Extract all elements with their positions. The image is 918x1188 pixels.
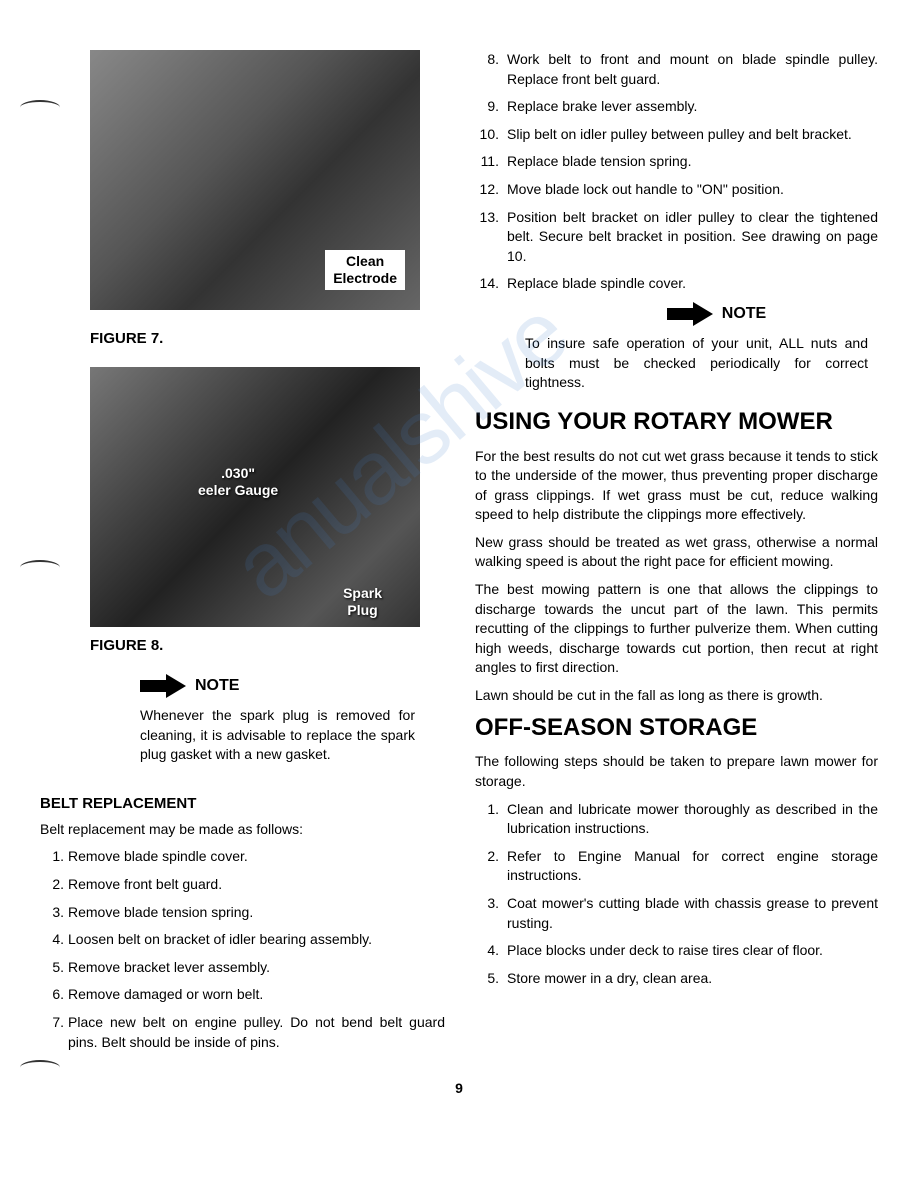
storage-intro: The following steps should be taken to p…: [475, 752, 878, 791]
list-item-text: Work belt to front and mount on blade sp…: [507, 51, 878, 87]
list-item: 6.Remove damaged or worn belt.: [40, 985, 445, 1005]
note-right-text: To insure safe operation of your unit, A…: [525, 334, 868, 393]
list-item: 5.Store mower in a dry, clean area.: [475, 969, 878, 989]
right-column: 8.Work belt to front and mount on blade …: [475, 50, 878, 1060]
list-item-text: Place new belt on engine pulley. Do not …: [68, 1014, 445, 1050]
list-item: 9.Replace brake lever assembly.: [475, 97, 878, 117]
list-item-text: Slip belt on idler pulley between pulley…: [507, 126, 852, 142]
list-item: 1.Clean and lubricate mower thoroughly a…: [475, 800, 878, 839]
list-item: 2.Remove front belt guard.: [40, 875, 445, 895]
belt-replacement-list: 1.Remove blade spindle cover. 2.Remove f…: [40, 847, 445, 1052]
rotary-mower-heading: USING YOUR ROTARY MOWER: [475, 408, 878, 437]
binding-mark: [20, 1060, 60, 1075]
page-container: Clean Electrode FIGURE 7. .030" eeler Ga…: [40, 50, 878, 1060]
list-item: 8.Work belt to front and mount on blade …: [475, 50, 878, 89]
list-item-text: Loosen belt on bracket of idler bearing …: [68, 931, 372, 947]
list-item: 12.Move blade lock out handle to "ON" po…: [475, 180, 878, 200]
list-item: 13.Position belt bracket on idler pulley…: [475, 208, 878, 267]
list-item: 3.Coat mower's cutting blade with chassi…: [475, 894, 878, 933]
note-left-text: Whenever the spark plug is removed for c…: [140, 706, 415, 765]
figure-7-caption: FIGURE 7.: [90, 330, 445, 347]
note-left: NOTE Whenever the spark plug is removed …: [140, 674, 415, 765]
list-item: 3.Remove blade tension spring.: [40, 903, 445, 923]
note-left-label: NOTE: [195, 677, 239, 695]
note-right: NOTE To insure safe operation of your un…: [525, 302, 868, 393]
page-number: 9: [40, 1080, 878, 1096]
list-item-text: Refer to Engine Manual for correct engin…: [507, 848, 878, 884]
note-left-header: NOTE: [140, 674, 415, 698]
list-item-text: Store mower in a dry, clean area.: [507, 970, 712, 986]
list-item-text: Place blocks under deck to raise tires c…: [507, 942, 823, 958]
list-item: 4.Place blocks under deck to raise tires…: [475, 941, 878, 961]
list-item-text: Remove front belt guard.: [68, 876, 222, 892]
list-item-text: Replace brake lever assembly.: [507, 98, 697, 114]
binding-mark: [20, 560, 60, 575]
list-item-text: Remove blade tension spring.: [68, 904, 253, 920]
figure-7-image: Clean Electrode: [90, 50, 420, 310]
figure-8-caption: FIGURE 8.: [90, 637, 445, 654]
list-item-text: Replace blade spindle cover.: [507, 275, 686, 291]
belt-replacement-list-cont: 8.Work belt to front and mount on blade …: [475, 50, 878, 294]
storage-heading: OFF-SEASON STORAGE: [475, 714, 878, 743]
figure-8-plug-label: Spark Plug: [335, 582, 390, 622]
list-item-text: Remove damaged or worn belt.: [68, 986, 263, 1002]
list-item: 1.Remove blade spindle cover.: [40, 847, 445, 867]
figure-7-label: Clean Electrode: [325, 250, 405, 290]
rotary-mower-p1: For the best results do not cut wet gras…: [475, 447, 878, 525]
storage-list: 1.Clean and lubricate mower thoroughly a…: [475, 800, 878, 989]
list-item: 7.Place new belt on engine pulley. Do no…: [40, 1013, 445, 1052]
belt-replacement-heading: BELT REPLACEMENT: [40, 795, 445, 812]
list-item: 2.Refer to Engine Manual for correct eng…: [475, 847, 878, 886]
list-item: 11.Replace blade tension spring.: [475, 152, 878, 172]
list-item-text: Position belt bracket on idler pulley to…: [507, 209, 878, 264]
list-item: 4.Loosen belt on bracket of idler bearin…: [40, 930, 445, 950]
list-item-text: Coat mower's cutting blade with chassis …: [507, 895, 878, 931]
list-item-text: Move blade lock out handle to "ON" posit…: [507, 181, 784, 197]
rotary-mower-p2: New grass should be treated as wet grass…: [475, 533, 878, 572]
note-right-header: NOTE: [565, 302, 868, 326]
figure-8-gauge-label: .030" eeler Gauge: [190, 462, 286, 502]
list-item-text: Remove bracket lever assembly.: [68, 959, 270, 975]
list-item-text: Clean and lubricate mower thoroughly as …: [507, 801, 878, 837]
figure-8-image: .030" eeler Gauge Spark Plug: [90, 367, 420, 627]
note-right-label: NOTE: [722, 305, 766, 323]
list-item: 5.Remove bracket lever assembly.: [40, 958, 445, 978]
list-item: 14.Replace blade spindle cover.: [475, 274, 878, 294]
arrow-right-icon: [140, 674, 190, 698]
left-column: Clean Electrode FIGURE 7. .030" eeler Ga…: [40, 50, 445, 1060]
list-item-text: Replace blade tension spring.: [507, 153, 691, 169]
binding-mark: [20, 100, 60, 115]
rotary-mower-p3: The best mowing pattern is one that allo…: [475, 580, 878, 678]
belt-replacement-intro: Belt replacement may be made as follows:: [40, 820, 445, 840]
list-item: 10.Slip belt on idler pulley between pul…: [475, 125, 878, 145]
rotary-mower-p4: Lawn should be cut in the fall as long a…: [475, 686, 878, 706]
list-item-text: Remove blade spindle cover.: [68, 848, 248, 864]
arrow-right-icon: [667, 302, 717, 326]
